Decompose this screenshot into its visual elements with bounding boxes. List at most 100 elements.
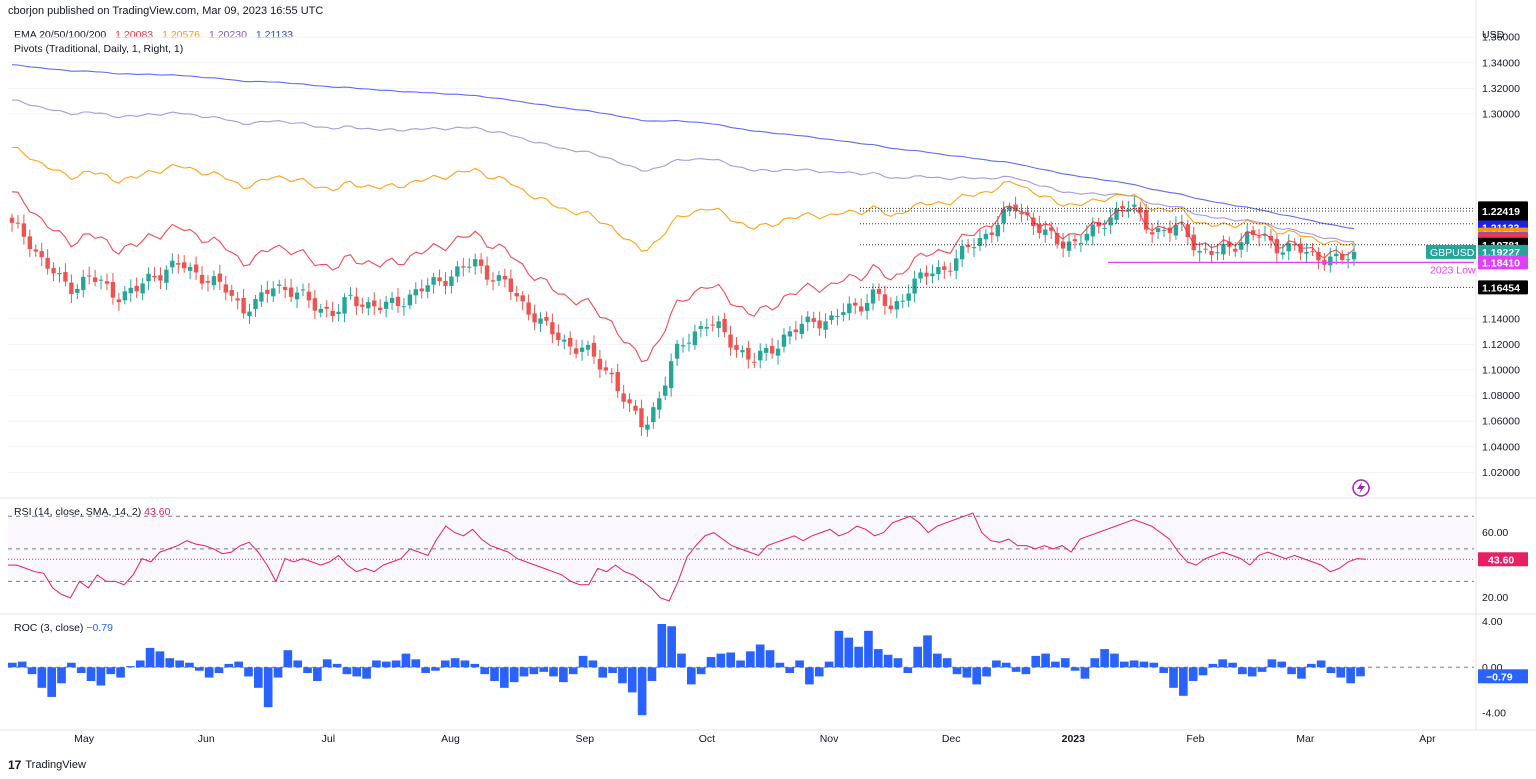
- candle-body: [900, 300, 905, 302]
- candle-body: [894, 301, 900, 310]
- roc-bar: [618, 667, 627, 684]
- candle-body: [514, 292, 519, 297]
- candle-body: [1351, 251, 1357, 260]
- candle-body: [1197, 250, 1202, 253]
- rsi-last-label: [1478, 552, 1528, 567]
- candle-body: [1310, 251, 1315, 253]
- roc-bar: [1228, 662, 1237, 668]
- roc-bar: [608, 667, 617, 673]
- x-tick-label: Sep: [575, 733, 594, 745]
- roc-bar: [116, 667, 125, 678]
- candle-body: [1144, 209, 1149, 230]
- candle-body: [823, 321, 828, 330]
- ema50-value: 1.20576: [162, 29, 201, 41]
- ema-legend[interactable]: EMA 20/50/100/200 1.20083 1.20576 1.2023…: [14, 29, 299, 41]
- roc-legend[interactable]: ROC (3, close) −0.79: [14, 622, 113, 634]
- candle-body: [657, 398, 662, 410]
- candle-body: [104, 281, 110, 284]
- candle-body: [1203, 248, 1208, 250]
- candle-body: [312, 298, 318, 311]
- price-label-low2023-text: 1.18410: [1482, 257, 1520, 269]
- roc-bar: [254, 667, 263, 688]
- roc-bar: [1287, 667, 1296, 675]
- candle-body: [15, 222, 21, 224]
- candle-body: [395, 296, 401, 307]
- roc-bar: [1238, 667, 1247, 675]
- candle-body: [241, 297, 246, 314]
- lightning-icon: [1352, 479, 1370, 497]
- pivots-legend[interactable]: Pivots (Traditional, Daily, 1, Right, 1): [14, 43, 184, 55]
- roc-bar: [194, 667, 204, 671]
- candle-body: [182, 262, 187, 269]
- roc-bar: [972, 667, 982, 685]
- roc-bar: [372, 660, 381, 668]
- roc-last-label: [1478, 669, 1528, 684]
- roc-bar: [401, 653, 411, 668]
- price-tick-label: 1.34000: [1482, 57, 1520, 69]
- candle-body: [1304, 252, 1309, 254]
- roc-bar: [1297, 667, 1306, 679]
- candle-body: [134, 285, 139, 292]
- roc-bar: [263, 667, 273, 708]
- tradingview-footer[interactable]: 17 TradingView: [8, 758, 86, 772]
- publisher-line: cborjon published on TradingView.com, Ma…: [8, 5, 324, 17]
- roc-bar: [224, 663, 234, 668]
- candle-body: [609, 372, 614, 375]
- candle-body: [1049, 227, 1054, 231]
- candle-body: [645, 424, 650, 430]
- roc-bar: [411, 659, 421, 668]
- candle-body: [870, 289, 876, 304]
- candle-body: [140, 283, 145, 294]
- roc-bar: [1316, 660, 1326, 668]
- candle-body: [193, 264, 199, 273]
- candle-body: [603, 367, 609, 371]
- candle-body: [342, 297, 347, 314]
- candle-body: [324, 306, 329, 309]
- candle-body: [550, 322, 555, 335]
- rsi-legend[interactable]: RSI (14, close, SMA, 14, 2) 43.60: [14, 506, 170, 518]
- candle-body: [1072, 239, 1078, 242]
- roc-bar: [440, 660, 450, 668]
- rsi-legend-value: 43.60: [144, 506, 171, 518]
- roc-bar: [313, 667, 322, 681]
- candle-body: [288, 287, 294, 297]
- candle-body: [336, 311, 341, 315]
- roc-bar: [126, 666, 135, 668]
- candle-body: [746, 347, 751, 360]
- candle-body: [300, 289, 306, 291]
- roc-tick-label: -4.00: [1482, 707, 1506, 719]
- candle-body: [811, 318, 816, 322]
- candle-body: [763, 347, 769, 353]
- roc-bar: [1060, 658, 1070, 668]
- x-tick-label: Jun: [198, 733, 215, 745]
- rsi-line: [8, 512, 1367, 602]
- roc-bar: [106, 667, 116, 675]
- candle-body: [1120, 206, 1125, 209]
- candle-body: [116, 299, 122, 303]
- roc-bar: [490, 667, 499, 681]
- candle-body: [562, 339, 567, 342]
- price-tick-label: 1.10000: [1482, 365, 1520, 377]
- candle-body: [1334, 253, 1339, 257]
- candle-body: [437, 277, 442, 282]
- candle-body: [930, 273, 935, 277]
- roc-bar: [27, 667, 37, 675]
- candle-body: [176, 263, 181, 265]
- candle-body: [686, 342, 692, 344]
- candle-body: [716, 321, 721, 329]
- candle-body: [1155, 228, 1161, 232]
- roc-bar: [854, 646, 863, 668]
- candle-body: [787, 331, 793, 337]
- candle-body: [668, 361, 674, 389]
- rsi-tick-label: 60.00: [1482, 527, 1508, 539]
- candle-body: [906, 293, 911, 301]
- candle-body: [1043, 229, 1048, 236]
- candle-body: [651, 407, 656, 423]
- roc-bar: [765, 650, 775, 668]
- candle-body: [971, 247, 977, 249]
- candle-body: [538, 318, 543, 324]
- roc-bar: [303, 667, 312, 673]
- roc-bar: [864, 630, 873, 668]
- candle-body: [591, 342, 597, 357]
